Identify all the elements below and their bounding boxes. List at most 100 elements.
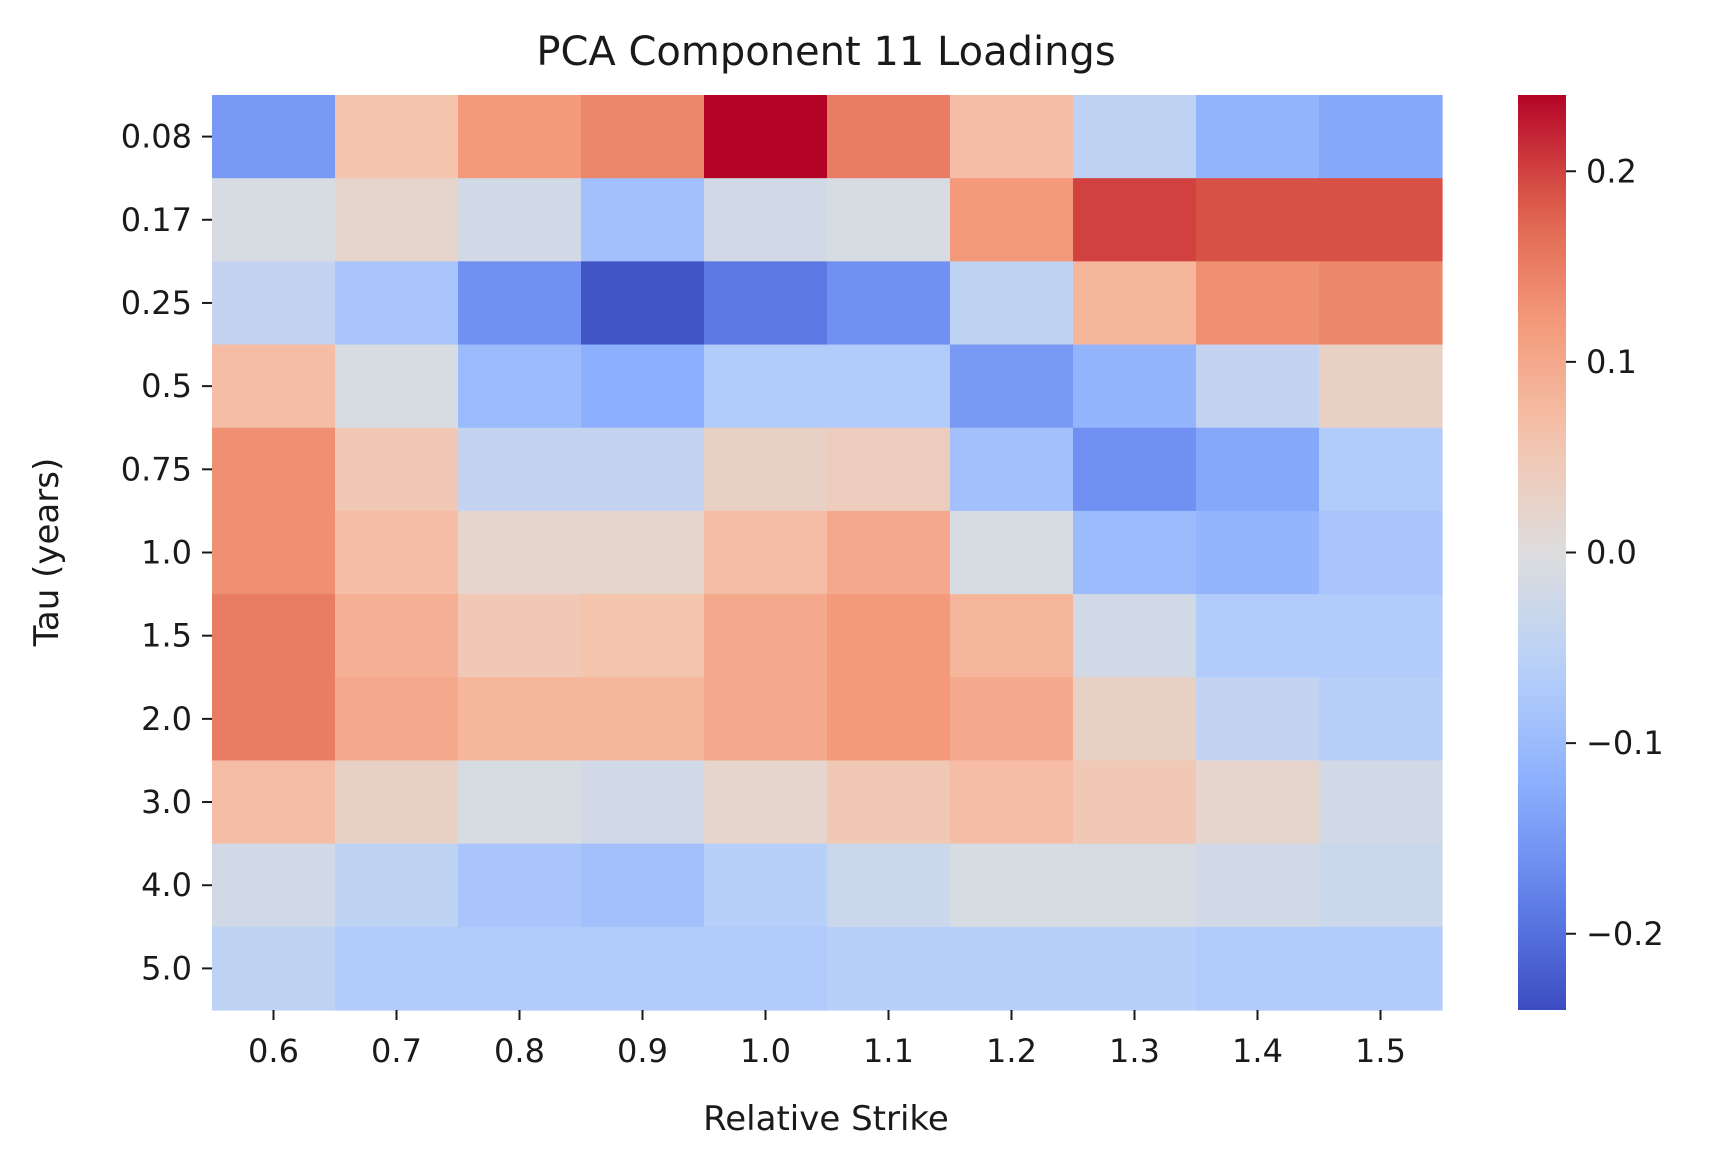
heatmap-cell	[827, 510, 951, 595]
heatmap-cell	[827, 344, 951, 429]
heatmap-cell	[1319, 510, 1443, 595]
x-tick-label: 0.8	[494, 1032, 545, 1070]
y-tick-label: 3.0	[141, 783, 192, 821]
colorbar-tick-label: 0.0	[1586, 534, 1637, 572]
colorbar-tick-label: −0.1	[1586, 724, 1664, 762]
heatmap-cell	[827, 926, 951, 1011]
x-tick-label: 1.1	[863, 1032, 914, 1070]
colorbar-tick-label: 0.2	[1586, 152, 1637, 190]
heatmap-cell	[950, 677, 1074, 762]
heatmap-cell	[458, 178, 582, 262]
heatmap-cell	[827, 427, 951, 512]
heatmap-cell	[950, 510, 1074, 595]
y-tick-label: 5.0	[141, 949, 192, 987]
x-axis-ticks: 0.6 0.7 0.8 0.9 1.0 1.1 1.2 1.3 1.4 1.5	[248, 1010, 1406, 1070]
heatmap-cell	[1196, 344, 1320, 429]
heatmap-cell	[335, 594, 459, 678]
heatmap-cell	[458, 594, 582, 678]
heatmap-cell	[1073, 178, 1197, 262]
heatmap-cell	[827, 95, 951, 179]
heatmap-cell	[581, 677, 705, 762]
heatmap-cell	[458, 427, 582, 512]
heatmap-cell	[827, 677, 951, 762]
heatmap-cell	[704, 344, 828, 429]
colorbar-tick-label: −0.2	[1586, 915, 1664, 953]
heatmap-cell	[335, 427, 459, 512]
heatmap-cell	[335, 510, 459, 595]
heatmap-cell	[1073, 843, 1197, 928]
heatmap-cell	[827, 261, 951, 346]
heatmap-cell	[950, 427, 1074, 512]
heatmap-cell	[1073, 926, 1197, 1011]
heatmap-cell	[827, 594, 951, 678]
heatmap-cell	[704, 926, 828, 1011]
y-tick-label: 0.08	[121, 118, 192, 156]
heatmap-cell	[1319, 95, 1443, 179]
y-tick-label: 4.0	[141, 866, 192, 904]
heatmap-cell	[1319, 178, 1443, 262]
heatmap-cell	[458, 95, 582, 179]
y-tick-label: 0.17	[121, 201, 192, 239]
y-tick-label: 0.75	[121, 450, 192, 488]
heatmap-cell	[581, 261, 705, 346]
y-axis-ticks: 0.08 0.17 0.25 0.5 0.75 1.0 1.5 2.0 3.0 4.0 5.0	[121, 118, 212, 987]
heatmap-cell	[1073, 594, 1197, 678]
y-axis-label: Tau (years)	[27, 458, 67, 647]
heatmap-cell	[212, 344, 336, 429]
x-tick-label: 1.5	[1355, 1032, 1406, 1070]
heatmap-cell	[1319, 760, 1443, 845]
heatmap-cell	[212, 261, 336, 346]
heatmap-cell	[704, 95, 828, 179]
heatmap-cell	[950, 344, 1074, 429]
heatmap-cell	[458, 677, 582, 762]
heatmap-cell	[1319, 427, 1443, 512]
x-tick-label: 1.2	[986, 1032, 1037, 1070]
heatmap-cell	[1196, 510, 1320, 595]
colorbar-tick-label: 0.1	[1586, 343, 1637, 381]
heatmap-cell	[704, 843, 828, 928]
heatmap-cell	[335, 178, 459, 262]
heatmap-cell	[212, 677, 336, 762]
heatmap-cell	[827, 843, 951, 928]
heatmap-cell	[581, 427, 705, 512]
y-tick-label: 0.25	[121, 284, 192, 322]
heatmap-cell	[581, 843, 705, 928]
heatmap-cell	[704, 178, 828, 262]
heatmap-cell	[335, 760, 459, 845]
heatmap-cell	[1319, 843, 1443, 928]
heatmap-cell	[212, 427, 336, 512]
heatmap-cell	[1196, 594, 1320, 678]
heatmap-cell	[704, 427, 828, 512]
heatmap-cell	[1319, 926, 1443, 1011]
x-tick-label: 1.0	[740, 1032, 791, 1070]
heatmap-cell	[1073, 261, 1197, 346]
heatmap-cell	[950, 178, 1074, 262]
heatmap-cell	[950, 926, 1074, 1011]
heatmap-cell	[212, 178, 336, 262]
heatmap-cell	[212, 760, 336, 845]
heatmap-cell	[1196, 677, 1320, 762]
heatmap-cell	[704, 594, 828, 678]
heatmap-cell	[458, 510, 582, 595]
heatmap-cell	[212, 95, 336, 179]
heatmap-cell	[581, 178, 705, 262]
heatmap-cells	[212, 95, 1443, 1011]
heatmap-cell	[704, 677, 828, 762]
chart-title: PCA Component 11 Loadings	[536, 29, 1115, 75]
heatmap-cell	[581, 95, 705, 179]
heatmap-cell	[458, 344, 582, 429]
x-tick-label: 0.7	[371, 1032, 422, 1070]
heatmap-cell	[1196, 843, 1320, 928]
heatmap-cell	[581, 594, 705, 678]
heatmap-cell	[335, 344, 459, 429]
heatmap-cell	[704, 760, 828, 845]
heatmap-cell	[827, 178, 951, 262]
heatmap-cell	[1196, 760, 1320, 845]
heatmap-cell	[212, 594, 336, 678]
x-tick-label: 1.4	[1232, 1032, 1283, 1070]
heatmap-cell	[704, 261, 828, 346]
heatmap-cell	[1073, 677, 1197, 762]
heatmap-cell	[581, 344, 705, 429]
heatmap-cell	[335, 261, 459, 346]
heatmap-cell	[1073, 427, 1197, 512]
